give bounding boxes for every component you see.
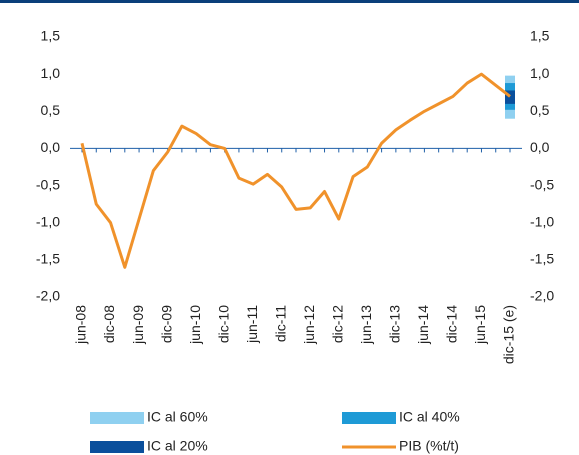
x-tick-label: jun-13: [358, 305, 374, 345]
y2-tick-label: -0,5: [530, 176, 554, 192]
y2-tick-label: -1,0: [530, 213, 554, 229]
legend-swatch: [90, 412, 144, 424]
legend-swatch: [90, 441, 144, 453]
y2-tick-label: 0,0: [530, 139, 550, 155]
x-tick-label: dic-09: [158, 305, 174, 343]
y-tick-label: -1,5: [36, 251, 60, 267]
legend-label: PIB (%t/t): [399, 438, 459, 454]
x-tick-label: jun-09: [130, 305, 146, 345]
y-tick-label: 1,5: [41, 28, 61, 44]
y2-tick-label: 1,0: [530, 65, 550, 81]
legend-label: IC al 40%: [399, 409, 460, 425]
y-tick-label: -2,0: [36, 288, 60, 304]
x-tick-label: jun-11: [244, 305, 260, 344]
x-tick-label: dic-15 (e): [501, 305, 517, 364]
x-tick-label: dic-10: [215, 305, 231, 343]
y-tick-label: 0,5: [41, 102, 61, 118]
y-tick-label: 0,0: [41, 139, 61, 155]
x-tick-label: jun-12: [301, 305, 317, 345]
x-tick-label: jun-08: [73, 305, 89, 345]
confidence-band: [505, 90, 515, 104]
x-tick-label: jun-15: [472, 305, 488, 345]
y2-tick-label: 0,5: [530, 102, 550, 118]
x-tick-label: dic-14: [444, 305, 460, 343]
legend-swatch: [342, 412, 396, 424]
y2-tick-label: 1,5: [530, 28, 550, 44]
y2-tick-label: -1,5: [530, 251, 554, 267]
x-tick-label: dic-11: [272, 305, 288, 342]
line-series: [80, 72, 511, 269]
y-tick-label: -0,5: [36, 176, 60, 192]
y-tick-label: 1,0: [41, 65, 61, 81]
x-tick-label: jun-10: [187, 305, 203, 345]
x-tick-label: dic-08: [101, 305, 117, 343]
y2-tick-label: -2,0: [530, 288, 554, 304]
x-tick-label: jun-14: [415, 305, 431, 345]
x-tick-label: dic-12: [330, 305, 346, 343]
x-tick-label: dic-13: [387, 305, 403, 343]
top-rule: [0, 0, 579, 3]
y-tick-label: -1,0: [36, 213, 60, 229]
legend-label: IC al 60%: [147, 409, 208, 425]
legend-label: IC al 20%: [147, 438, 208, 454]
